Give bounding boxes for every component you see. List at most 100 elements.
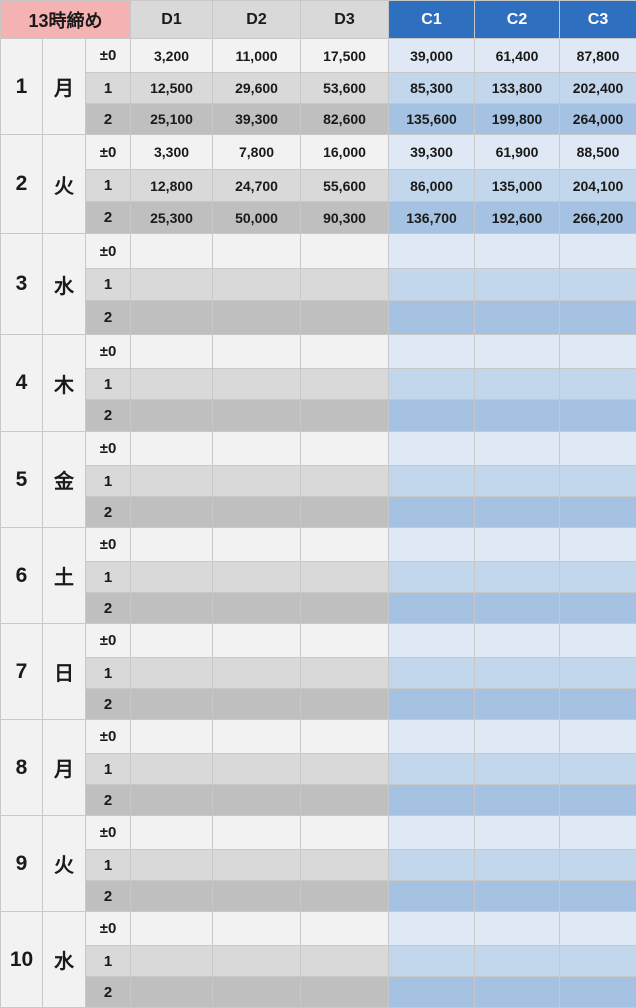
cell-c3[interactable] <box>560 912 636 946</box>
cell-c1[interactable] <box>389 754 475 785</box>
day-number[interactable]: 6 <box>1 528 43 624</box>
cell-c2[interactable] <box>475 234 560 269</box>
cell-c2[interactable] <box>475 497 560 528</box>
sub-label[interactable]: 1 <box>86 946 131 977</box>
sub-label[interactable]: ±0 <box>86 912 131 946</box>
sub-label[interactable]: 2 <box>86 301 131 335</box>
cell-d2[interactable] <box>213 912 301 946</box>
cell-c3[interactable]: 87,800 <box>560 39 636 73</box>
cell-d1[interactable] <box>131 234 213 269</box>
cell-d1[interactable] <box>131 624 213 658</box>
day-number[interactable]: 7 <box>1 624 43 720</box>
cell-d2[interactable]: 11,000 <box>213 39 301 73</box>
cell-c1[interactable] <box>389 497 475 528</box>
cell-c2[interactable] <box>475 689 560 720</box>
cell-d2[interactable] <box>213 335 301 369</box>
day-number[interactable]: 1 <box>1 39 43 135</box>
cell-d1[interactable] <box>131 977 213 1008</box>
cell-d1[interactable] <box>131 658 213 689</box>
sub-label[interactable]: ±0 <box>86 720 131 754</box>
sub-label[interactable]: 1 <box>86 369 131 400</box>
cell-c3[interactable] <box>560 881 636 912</box>
weekday[interactable]: 土 <box>43 528 86 624</box>
cell-d2[interactable] <box>213 466 301 497</box>
cell-c1[interactable] <box>389 689 475 720</box>
cell-c3[interactable] <box>560 269 636 301</box>
cell-c1[interactable]: 39,000 <box>389 39 475 73</box>
cell-d1[interactable] <box>131 432 213 466</box>
cell-c3[interactable]: 202,400 <box>560 73 636 104</box>
sub-label[interactable]: 1 <box>86 754 131 785</box>
cell-d3[interactable]: 55,600 <box>301 170 389 202</box>
sub-label[interactable]: 1 <box>86 658 131 689</box>
cell-d1[interactable]: 3,200 <box>131 39 213 73</box>
sub-label[interactable]: 2 <box>86 104 131 135</box>
cell-d2[interactable]: 39,300 <box>213 104 301 135</box>
cell-c2[interactable]: 61,900 <box>475 135 560 170</box>
cell-c3[interactable] <box>560 850 636 881</box>
cell-c2[interactable] <box>475 301 560 335</box>
cell-c1[interactable] <box>389 593 475 624</box>
cell-d3[interactable] <box>301 301 389 335</box>
sub-label[interactable]: 1 <box>86 562 131 593</box>
cell-d1[interactable] <box>131 689 213 720</box>
cell-d1[interactable] <box>131 881 213 912</box>
cell-d2[interactable] <box>213 528 301 562</box>
cell-c2[interactable] <box>475 754 560 785</box>
weekday[interactable]: 木 <box>43 335 86 432</box>
sub-label[interactable]: ±0 <box>86 135 131 170</box>
column-header-d2[interactable]: D2 <box>213 1 301 39</box>
cell-d2[interactable] <box>213 400 301 432</box>
cell-d1[interactable] <box>131 816 213 850</box>
cell-c1[interactable] <box>389 624 475 658</box>
cell-d2[interactable] <box>213 432 301 466</box>
cell-d1[interactable] <box>131 528 213 562</box>
cell-d3[interactable] <box>301 593 389 624</box>
day-number[interactable]: 4 <box>1 335 43 432</box>
cell-c2[interactable]: 133,800 <box>475 73 560 104</box>
cell-d1[interactable] <box>131 301 213 335</box>
cell-c3[interactable]: 88,500 <box>560 135 636 170</box>
cell-c1[interactable] <box>389 432 475 466</box>
cell-c3[interactable] <box>560 785 636 816</box>
cell-d2[interactable] <box>213 816 301 850</box>
cell-d2[interactable]: 7,800 <box>213 135 301 170</box>
cell-c2[interactable]: 135,000 <box>475 170 560 202</box>
cell-c1[interactable] <box>389 269 475 301</box>
column-header-d3[interactable]: D3 <box>301 1 389 39</box>
sub-label[interactable]: 2 <box>86 593 131 624</box>
cell-c1[interactable] <box>389 658 475 689</box>
cell-c3[interactable] <box>560 528 636 562</box>
cell-c2[interactable] <box>475 946 560 977</box>
cell-c3[interactable] <box>560 689 636 720</box>
cell-c1[interactable] <box>389 369 475 400</box>
cell-c1[interactable] <box>389 335 475 369</box>
day-number[interactable]: 10 <box>1 912 43 1008</box>
cell-c2[interactable]: 61,400 <box>475 39 560 73</box>
cell-c2[interactable] <box>475 658 560 689</box>
cell-c1[interactable]: 39,300 <box>389 135 475 170</box>
cell-d1[interactable]: 25,100 <box>131 104 213 135</box>
cell-d2[interactable] <box>213 624 301 658</box>
cell-d3[interactable] <box>301 720 389 754</box>
cell-d3[interactable] <box>301 912 389 946</box>
cell-d2[interactable] <box>213 497 301 528</box>
column-header-c3[interactable]: C3 <box>560 1 636 39</box>
cell-c3[interactable] <box>560 593 636 624</box>
cell-d3[interactable] <box>301 754 389 785</box>
cell-c3[interactable] <box>560 562 636 593</box>
cell-c1[interactable] <box>389 720 475 754</box>
cell-c3[interactable] <box>560 497 636 528</box>
cell-c1[interactable] <box>389 785 475 816</box>
weekday[interactable]: 水 <box>43 912 86 1008</box>
cell-c3[interactable] <box>560 400 636 432</box>
cell-d3[interactable] <box>301 624 389 658</box>
cell-d1[interactable]: 12,500 <box>131 73 213 104</box>
weekday[interactable]: 月 <box>43 39 86 135</box>
cell-c1[interactable] <box>389 816 475 850</box>
cell-d3[interactable] <box>301 562 389 593</box>
cell-d3[interactable]: 17,500 <box>301 39 389 73</box>
cell-d3[interactable] <box>301 785 389 816</box>
cell-d2[interactable] <box>213 850 301 881</box>
sub-label[interactable]: 1 <box>86 850 131 881</box>
